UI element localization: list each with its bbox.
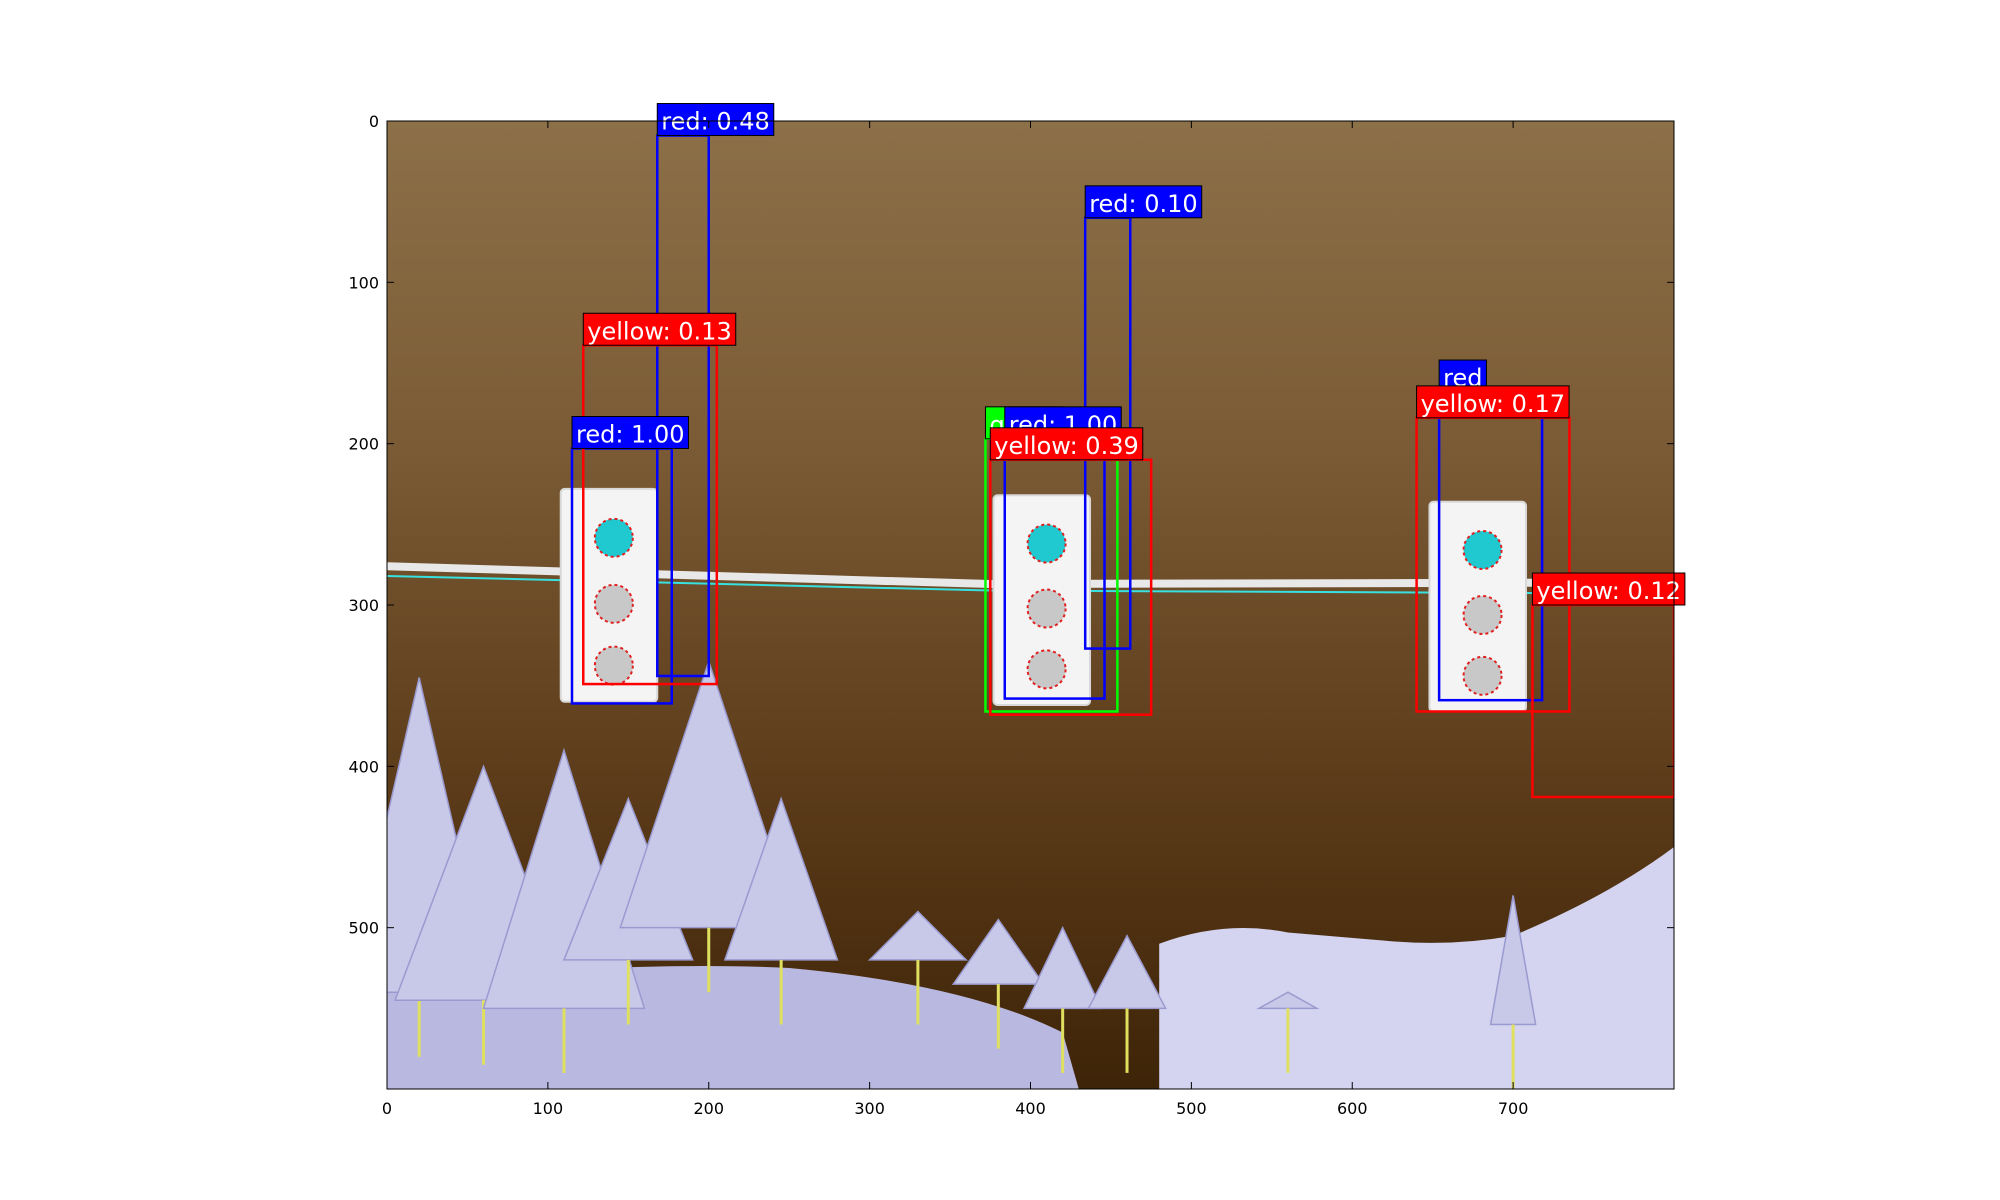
y-tick-label: 200 <box>348 435 379 454</box>
detection-label-bg <box>989 427 1144 461</box>
traffic-light <box>1428 500 1527 713</box>
detection-label: yellow: 0.13 <box>587 317 731 345</box>
tree-canopy <box>1022 925 1103 1010</box>
detection-label: red: 1.00 <box>576 421 685 449</box>
tree <box>723 796 839 1025</box>
photo-scene <box>387 121 1674 1089</box>
x-tick-label: 500 <box>1176 1099 1207 1118</box>
detection-label-bg <box>1416 385 1570 419</box>
x-tick-label: 300 <box>854 1099 885 1118</box>
y-tick-label: 300 <box>348 596 379 615</box>
x-tick-label: 200 <box>693 1099 724 1118</box>
tree <box>1022 925 1103 1073</box>
x-axis: 0 100 200 300 400 500 600 700 <box>382 121 1528 1118</box>
y-tick-label: 400 <box>348 757 379 776</box>
x-tick-label: 600 <box>1337 1099 1368 1118</box>
tree-canopy <box>1087 934 1167 1010</box>
x-tick-label: 700 <box>1498 1099 1529 1118</box>
y-tick-label: 100 <box>348 273 379 292</box>
detection-label-bg <box>571 416 690 450</box>
y-tick-label: 500 <box>348 919 379 938</box>
detection-label-bg <box>1531 572 1686 606</box>
lamp-unlit <box>1462 595 1503 636</box>
tree <box>1489 895 1537 1089</box>
tree <box>1256 991 1320 1073</box>
traffic-light <box>559 487 659 703</box>
detection-label: red: 0.10 <box>1089 190 1198 218</box>
tree-canopy <box>723 796 839 961</box>
y-axis: 0 100 200 300 400 500 <box>348 112 1674 938</box>
detection-label: yellow: 0.12 <box>1536 577 1680 605</box>
lamp-unlit <box>593 645 634 686</box>
x-tick-label: 100 <box>533 1099 564 1118</box>
detection-label: yellow: 0.17 <box>1421 390 1565 418</box>
lamp-unlit <box>1026 649 1067 690</box>
tree <box>1087 934 1167 1073</box>
lamp-lit <box>593 517 634 558</box>
detection-label-bg <box>582 312 737 346</box>
y-tick-label: 0 <box>369 112 379 131</box>
lamp-unlit <box>593 583 634 624</box>
tree-canopy <box>1256 991 1320 1010</box>
detection-label: yellow: 0.39 <box>994 432 1138 460</box>
tree-canopy <box>951 918 1045 985</box>
x-tick-label: 0 <box>382 1099 392 1118</box>
tree <box>951 918 1045 1049</box>
lamp-lit <box>1026 523 1067 564</box>
tree-canopy <box>867 910 968 961</box>
traffic-light <box>992 494 1092 707</box>
tree <box>619 659 799 993</box>
lamp-unlit <box>1462 655 1503 696</box>
detection-label-bg <box>656 103 775 137</box>
x-tick-label: 400 <box>1015 1099 1046 1118</box>
detection-label-bg <box>1084 185 1203 219</box>
lamp-unlit <box>1026 588 1067 629</box>
detection-label: red: 0.48 <box>661 108 770 136</box>
tree <box>867 910 968 1025</box>
lamp-lit <box>1462 529 1503 570</box>
